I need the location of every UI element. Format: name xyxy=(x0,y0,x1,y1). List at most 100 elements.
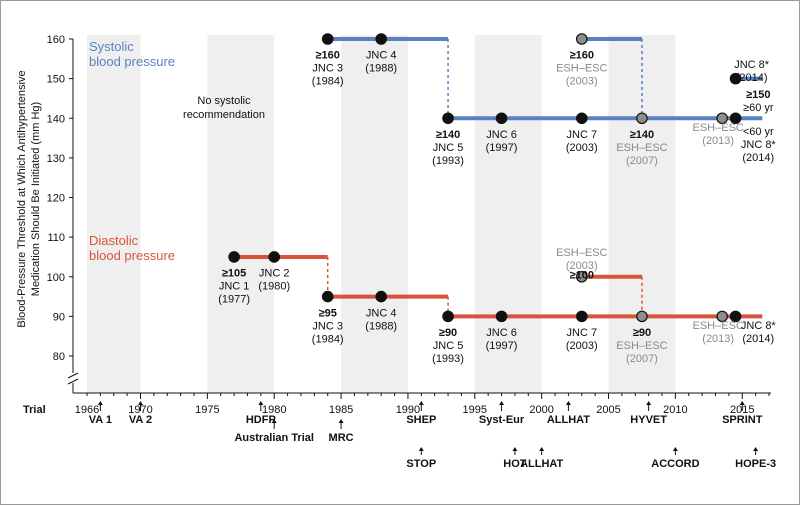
y-tick-label: 140 xyxy=(47,113,65,125)
y-tick-label: 90 xyxy=(53,311,65,323)
systolic-point xyxy=(729,72,742,85)
diastolic-point xyxy=(495,310,508,323)
y-tick-label: 130 xyxy=(47,153,65,165)
trial-arrow-icon xyxy=(271,419,277,423)
diastolic-point xyxy=(375,290,387,303)
annotation-label: <60 yr xyxy=(743,126,774,138)
trial-label: ACCORD xyxy=(651,458,699,470)
x-tick-label: 2000 xyxy=(529,404,553,416)
annotation-label: JNC 7 xyxy=(567,327,598,339)
annotation-label: (1993) xyxy=(432,155,464,167)
annotation-label: (1988) xyxy=(365,320,397,332)
annotation-label: (2003) xyxy=(566,142,598,154)
systolic-point xyxy=(375,33,387,45)
diastolic-series-label: blood pressure xyxy=(89,248,175,263)
annotation-label: JNC 5 xyxy=(433,340,464,352)
annotation-label: (1977) xyxy=(218,294,250,306)
trial-label: HOT xyxy=(503,458,527,470)
annotation-label: ≥140 xyxy=(436,129,460,141)
annotation-label: (1984) xyxy=(312,333,344,345)
systolic-series-label: Systolic xyxy=(89,39,134,54)
annotation-label: (2014) xyxy=(742,333,774,345)
x-tick-label: 1980 xyxy=(262,404,286,416)
systolic-point xyxy=(729,112,742,125)
y-tick-label: 120 xyxy=(47,193,65,205)
x-tick-label: 1990 xyxy=(396,404,420,416)
trial-label: VA 1 xyxy=(89,414,112,426)
x-tick-label: 2010 xyxy=(663,404,687,416)
annotation-label: (2014) xyxy=(742,152,774,164)
annotation-label: ESH–ESC xyxy=(616,142,667,154)
trial-row-label: Trial xyxy=(23,404,46,416)
diastolic-point xyxy=(575,270,588,283)
trial-arrow-icon xyxy=(418,447,424,451)
trial-label: HDFP xyxy=(246,414,276,426)
trial-label: Syst-Eur xyxy=(479,414,525,426)
annotation-label: ≥140 xyxy=(630,129,654,141)
trial-arrow-icon xyxy=(137,401,143,405)
trial-arrow-icon xyxy=(739,401,745,405)
no-systolic-note: recommendation xyxy=(183,109,265,121)
annotation-label: (1980) xyxy=(258,281,290,293)
annotation-label: JNC 3 xyxy=(312,63,343,75)
trial-label: ALLHAT xyxy=(520,458,563,470)
x-tick-label: 1975 xyxy=(195,404,219,416)
diastolic-point xyxy=(729,310,742,323)
diastolic-point xyxy=(575,310,588,323)
shaded-band-3 xyxy=(474,35,542,393)
annotation-label: JNC 6 xyxy=(486,129,517,141)
annotation-label: ≥160 xyxy=(316,50,340,62)
systolic-point xyxy=(636,112,648,125)
annotation-label: JNC 3 xyxy=(312,320,343,332)
annotation-label: (2003) xyxy=(566,340,598,352)
trial-label: SHEP xyxy=(406,414,436,426)
annotation-label: (2013) xyxy=(702,333,734,345)
annotation-label: ≥160 xyxy=(570,50,594,62)
shaded-band-2 xyxy=(341,35,408,393)
annotation-label: JNC 1 xyxy=(219,281,250,293)
trial-label: SPRINT xyxy=(722,414,763,426)
annotation-label: ≥90 xyxy=(633,327,651,339)
y-tick-label: 100 xyxy=(47,272,65,284)
diastolic-point xyxy=(321,290,334,303)
trial-label: MRC xyxy=(329,432,354,444)
annotation-label: JNC 2 xyxy=(259,268,290,280)
trial-label: Australian Trial xyxy=(234,432,313,444)
y-tick-label: 80 xyxy=(53,351,65,363)
x-tick-label: 1985 xyxy=(329,404,353,416)
trial-arrow-icon xyxy=(565,401,571,405)
trial-arrow-icon xyxy=(512,447,518,451)
y-tick-label: 110 xyxy=(47,232,65,244)
annotation-label: ESH–ESC xyxy=(556,247,607,259)
annotation-label: ESH–ESC xyxy=(616,340,667,352)
systolic-point xyxy=(575,112,588,125)
systolic-point xyxy=(321,33,334,45)
no-systolic-note: No systolic xyxy=(197,95,251,107)
systolic-point xyxy=(575,33,588,45)
trial-arrow-icon xyxy=(499,401,505,405)
annotation-label: ≥105 xyxy=(222,268,246,280)
annotation-label: (2007) xyxy=(626,353,658,365)
y-tick-label: 160 xyxy=(47,34,65,46)
annotation-label: ≥100 xyxy=(570,270,594,282)
trial-label: VA 2 xyxy=(129,414,152,426)
trial-arrow-icon xyxy=(672,447,678,451)
x-tick-label: 2005 xyxy=(596,404,620,416)
x-tick-label: 1966 xyxy=(75,404,99,416)
annotation-label: ≥90 xyxy=(439,327,457,339)
diastolic-series-label: Diastolic xyxy=(89,233,139,248)
annotation-label: JNC 7 xyxy=(567,129,598,141)
systolic-point xyxy=(716,112,728,125)
trial-label: HYVET xyxy=(630,414,667,426)
annotation-label: (1997) xyxy=(486,142,518,154)
annotation-label: (2013) xyxy=(702,135,734,147)
annotation-label: JNC 4 xyxy=(366,50,397,62)
annotation-label: ≥150 xyxy=(746,89,770,101)
systolic-series-label: blood pressure xyxy=(89,54,175,69)
trial-label: ALLHAT xyxy=(547,414,590,426)
annotation-label: ESH–ESC xyxy=(556,63,607,75)
x-tick-label: 1995 xyxy=(463,404,487,416)
diastolic-point xyxy=(228,251,240,263)
